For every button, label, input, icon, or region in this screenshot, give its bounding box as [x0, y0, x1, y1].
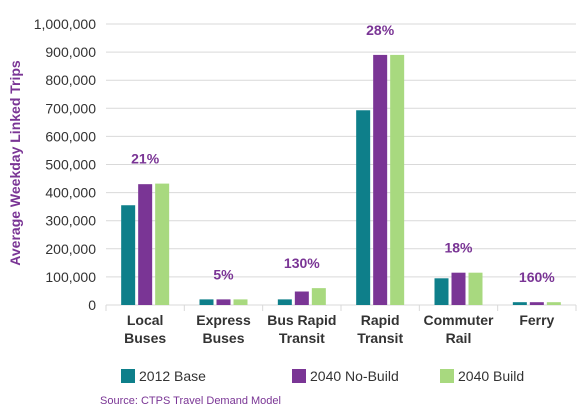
bar	[529, 302, 544, 305]
y-tick-label: 900,000	[45, 44, 96, 60]
bars	[121, 54, 561, 305]
bar	[277, 299, 292, 305]
x-tick-label: Local	[127, 312, 164, 328]
x-tick-label: Express	[196, 312, 251, 328]
bar	[155, 183, 170, 305]
y-tick-label: 1,000,000	[34, 16, 96, 32]
bar	[546, 302, 561, 305]
x-tick-label: Commuter	[423, 312, 494, 328]
x-tick-label: Rail	[446, 330, 472, 346]
bar	[468, 272, 483, 305]
y-tick-label: 500,000	[45, 157, 96, 173]
y-tick-label: 300,000	[45, 213, 96, 229]
legend-swatch	[121, 369, 135, 383]
y-tick-label: 100,000	[45, 269, 96, 285]
bar	[138, 184, 153, 305]
bar	[390, 54, 405, 305]
y-tick-label: 200,000	[45, 241, 96, 257]
legend-label: 2040 Build	[458, 368, 524, 384]
percent-change-label: 160%	[519, 269, 555, 285]
x-tick-label: Buses	[124, 330, 166, 346]
x-tick-label: Transit	[357, 330, 403, 346]
x-tick-label: Rapid	[361, 312, 400, 328]
bar	[512, 302, 527, 305]
bar	[121, 205, 136, 305]
x-tick-label: Transit	[279, 330, 325, 346]
y-tick-label: 700,000	[45, 100, 96, 116]
bar	[294, 291, 309, 305]
y-tick-label: 400,000	[45, 185, 96, 201]
legend: 2012 Base 2040 No-Build 2040 Build	[121, 368, 524, 384]
x-tick-label: Bus Rapid	[267, 312, 336, 328]
percent-change-label: 5%	[213, 266, 234, 282]
bar	[216, 299, 231, 305]
bar	[451, 272, 466, 305]
percent-change-label: 28%	[366, 22, 395, 38]
percent-change-label: 21%	[131, 151, 160, 167]
y-axis-label: Average Weekday Linked Trips	[7, 60, 23, 266]
bar	[434, 278, 449, 305]
legend-label: 2012 Base	[139, 368, 206, 384]
x-tick-labels: Local Buses Express Buses Bus Rapid Transit Ra…	[124, 312, 554, 346]
y-tick-label: 600,000	[45, 128, 96, 144]
gridlines	[105, 23, 577, 311]
y-tick-label: 800,000	[45, 72, 96, 88]
x-tick-label: Buses	[202, 330, 244, 346]
legend-swatch	[440, 369, 454, 383]
percent-change-label: 18%	[444, 240, 473, 256]
bar	[356, 110, 371, 305]
x-tick-label: Ferry	[519, 312, 554, 328]
legend-swatch	[292, 369, 306, 383]
source-note: Source: CTPS Travel Demand Model	[100, 395, 281, 407]
bar	[373, 54, 388, 305]
y-tick-label: 0	[88, 297, 96, 313]
legend-label: 2040 No-Build	[310, 368, 399, 384]
y-tick-labels: 0 100,000 200,000 300,000 400,000 500,000 600,…	[34, 16, 97, 313]
bar	[311, 288, 326, 305]
bar	[199, 299, 214, 305]
percent-change-label: 130%	[284, 255, 320, 271]
percent-annotations: 21% 5% 130% 28% 18% 160%	[131, 22, 555, 285]
bar	[233, 299, 248, 305]
